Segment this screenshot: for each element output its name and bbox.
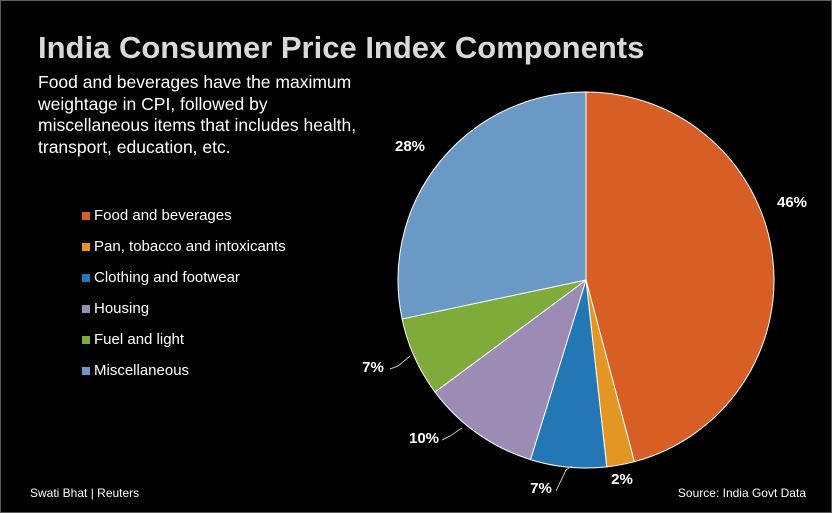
leader-line xyxy=(555,465,573,492)
legend-swatch xyxy=(82,366,90,375)
legend-label: Pan, tobacco and intoxicants xyxy=(94,238,286,255)
legend-label: Fuel and light xyxy=(94,331,185,348)
data-label: 28% xyxy=(395,138,425,155)
legend-swatch xyxy=(82,273,90,282)
legend-item: Pan, tobacco and intoxicants xyxy=(82,231,286,262)
pie-slice xyxy=(434,278,587,461)
chart-title: India Consumer Price Index Components xyxy=(38,30,645,65)
legend-item: Fuel and light xyxy=(82,324,286,355)
data-label: 7% xyxy=(362,359,384,376)
legend-item: Food and beverages xyxy=(82,200,286,231)
legend-swatch xyxy=(82,304,90,313)
legend-item: Miscellaneous xyxy=(82,355,286,386)
legend: Food and beverages Pan, tobacco and into… xyxy=(82,200,286,386)
legend-swatch xyxy=(82,335,90,344)
data-label: 46% xyxy=(777,194,807,211)
legend-label: Food and beverages xyxy=(94,207,232,224)
source-text: Source: India Govt Data xyxy=(677,486,806,500)
data-label: 2% xyxy=(611,471,633,488)
legend-label: Clothing and footwear xyxy=(94,269,240,286)
data-label: 10% xyxy=(409,430,439,447)
data-label: 7% xyxy=(530,480,552,497)
credit-text: Swati Bhat | Reuters xyxy=(30,486,140,500)
legend-item: Clothing and footwear xyxy=(82,262,286,293)
pie-slice xyxy=(585,91,775,463)
leader-line xyxy=(389,355,411,370)
pie-slice xyxy=(397,91,587,320)
legend-label: Housing xyxy=(94,300,150,317)
legend-swatch xyxy=(82,211,90,220)
legend-swatch xyxy=(82,242,90,251)
chart-subtitle: Food and beverages have the maximum weig… xyxy=(38,72,357,157)
leader-line xyxy=(441,427,463,441)
legend-label: Miscellaneous xyxy=(94,362,190,379)
legend-item: Housing xyxy=(82,293,286,324)
